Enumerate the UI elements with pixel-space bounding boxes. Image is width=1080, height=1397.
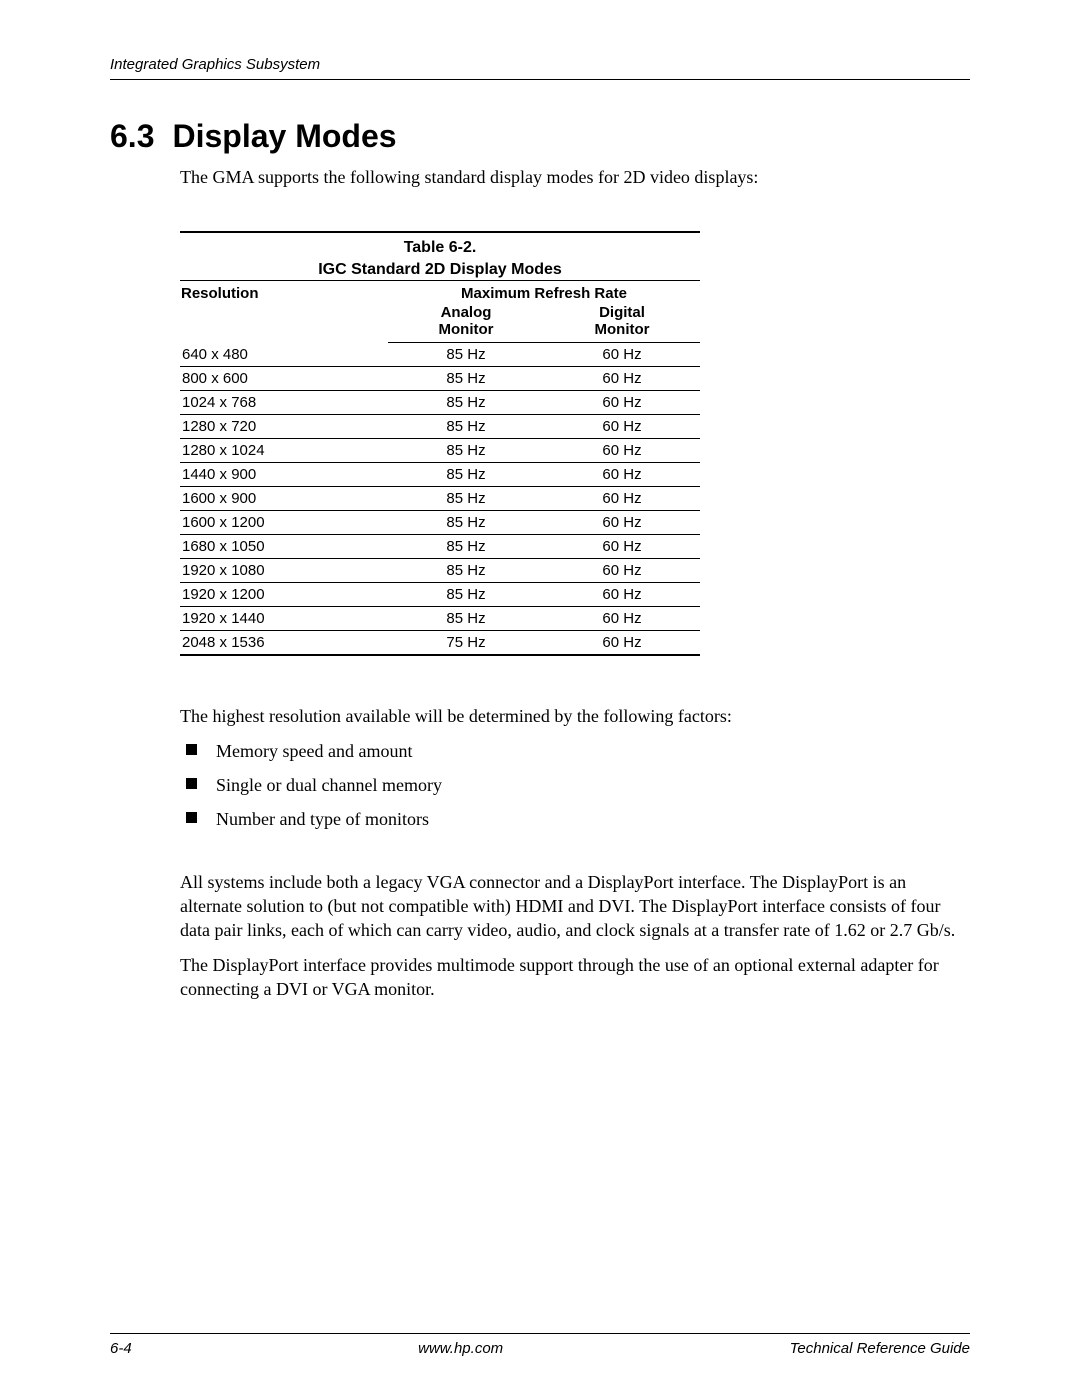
cell-analog: 85 Hz [388, 463, 544, 487]
display-modes-table: Table 6-2. IGC Standard 2D Display Modes… [180, 231, 700, 656]
cell-resolution: 640 x 480 [180, 343, 388, 367]
section-title: Display Modes [172, 118, 396, 154]
table-caption: Table 6-2. IGC Standard 2D Display Modes [180, 231, 700, 280]
col-refresh-header: Maximum Refresh Rate [388, 281, 700, 304]
table-row: 1280 x 102485 Hz60 Hz [180, 439, 700, 463]
cell-digital: 60 Hz [544, 535, 700, 559]
col-resolution-header: Resolution [180, 281, 388, 343]
factors-intro: The highest resolution available will be… [180, 704, 970, 728]
section-number: 6.3 [110, 118, 154, 155]
table-caption-line1: Table 6-2. [404, 239, 477, 256]
cell-analog: 85 Hz [388, 511, 544, 535]
cell-digital: 60 Hz [544, 559, 700, 583]
subcol-analog-header: Analog Monitor [388, 303, 544, 343]
subcol-digital-header: Digital Monitor [544, 303, 700, 343]
running-header: Integrated Graphics Subsystem [110, 56, 970, 80]
cell-digital: 60 Hz [544, 607, 700, 631]
cell-analog: 85 Hz [388, 607, 544, 631]
cell-analog: 85 Hz [388, 535, 544, 559]
cell-digital: 60 Hz [544, 367, 700, 391]
cell-resolution: 1920 x 1440 [180, 607, 388, 631]
cell-resolution: 1600 x 1200 [180, 511, 388, 535]
section-heading: 6.3 Display Modes [110, 118, 970, 155]
cell-analog: 85 Hz [388, 391, 544, 415]
table-row: 2048 x 153675 Hz60 Hz [180, 631, 700, 656]
cell-resolution: 2048 x 1536 [180, 631, 388, 656]
paragraph-block: All systems include both a legacy VGA co… [180, 870, 970, 1001]
table-row: 800 x 60085 Hz60 Hz [180, 367, 700, 391]
factors-list: Memory speed and amount Single or dual ch… [180, 739, 970, 832]
cell-analog: 85 Hz [388, 415, 544, 439]
paragraph-1: All systems include both a legacy VGA co… [180, 870, 970, 943]
list-item: Single or dual channel memory [180, 773, 970, 797]
cell-digital: 60 Hz [544, 631, 700, 656]
cell-resolution: 1680 x 1050 [180, 535, 388, 559]
table-row: 1600 x 120085 Hz60 Hz [180, 511, 700, 535]
cell-resolution: 1920 x 1080 [180, 559, 388, 583]
table-row: 1440 x 90085 Hz60 Hz [180, 463, 700, 487]
cell-analog: 85 Hz [388, 439, 544, 463]
table-caption-line2: IGC Standard 2D Display Modes [318, 261, 562, 278]
cell-digital: 60 Hz [544, 583, 700, 607]
cell-digital: 60 Hz [544, 487, 700, 511]
footer-doc-title: Technical Reference Guide [790, 1340, 970, 1357]
cell-resolution: 1280 x 720 [180, 415, 388, 439]
table-row: 640 x 48085 Hz60 Hz [180, 343, 700, 367]
cell-resolution: 1440 x 900 [180, 463, 388, 487]
table-row: 1920 x 108085 Hz60 Hz [180, 559, 700, 583]
cell-digital: 60 Hz [544, 463, 700, 487]
cell-analog: 85 Hz [388, 367, 544, 391]
table-row: 1280 x 72085 Hz60 Hz [180, 415, 700, 439]
cell-digital: 60 Hz [544, 439, 700, 463]
cell-analog: 85 Hz [388, 487, 544, 511]
cell-analog: 85 Hz [388, 559, 544, 583]
cell-resolution: 1024 x 768 [180, 391, 388, 415]
cell-digital: 60 Hz [544, 391, 700, 415]
section-intro: The GMA supports the following standard … [180, 165, 970, 189]
table-row: 1680 x 105085 Hz60 Hz [180, 535, 700, 559]
table-row: 1920 x 120085 Hz60 Hz [180, 583, 700, 607]
cell-resolution: 1600 x 900 [180, 487, 388, 511]
cell-digital: 60 Hz [544, 415, 700, 439]
page: Integrated Graphics Subsystem 6.3 Display… [0, 0, 1080, 1397]
table: Resolution Maximum Refresh Rate Analog M… [180, 280, 700, 656]
cell-resolution: 800 x 600 [180, 367, 388, 391]
page-footer: 6-4 www.hp.com Technical Reference Guide [110, 1333, 970, 1357]
cell-resolution: 1280 x 1024 [180, 439, 388, 463]
table-row: 1024 x 76885 Hz60 Hz [180, 391, 700, 415]
table-row: 1600 x 90085 Hz60 Hz [180, 487, 700, 511]
cell-analog: 85 Hz [388, 583, 544, 607]
cell-resolution: 1920 x 1200 [180, 583, 388, 607]
paragraph-2: The DisplayPort interface provides multi… [180, 953, 970, 1002]
footer-url: www.hp.com [418, 1340, 503, 1357]
cell-digital: 60 Hz [544, 343, 700, 367]
cell-analog: 75 Hz [388, 631, 544, 656]
list-item: Memory speed and amount [180, 739, 970, 763]
table-row: 1920 x 144085 Hz60 Hz [180, 607, 700, 631]
footer-page-number: 6-4 [110, 1340, 132, 1357]
cell-analog: 85 Hz [388, 343, 544, 367]
list-item: Number and type of monitors [180, 807, 970, 831]
factors-block: The highest resolution available will be… [180, 704, 970, 831]
cell-digital: 60 Hz [544, 511, 700, 535]
